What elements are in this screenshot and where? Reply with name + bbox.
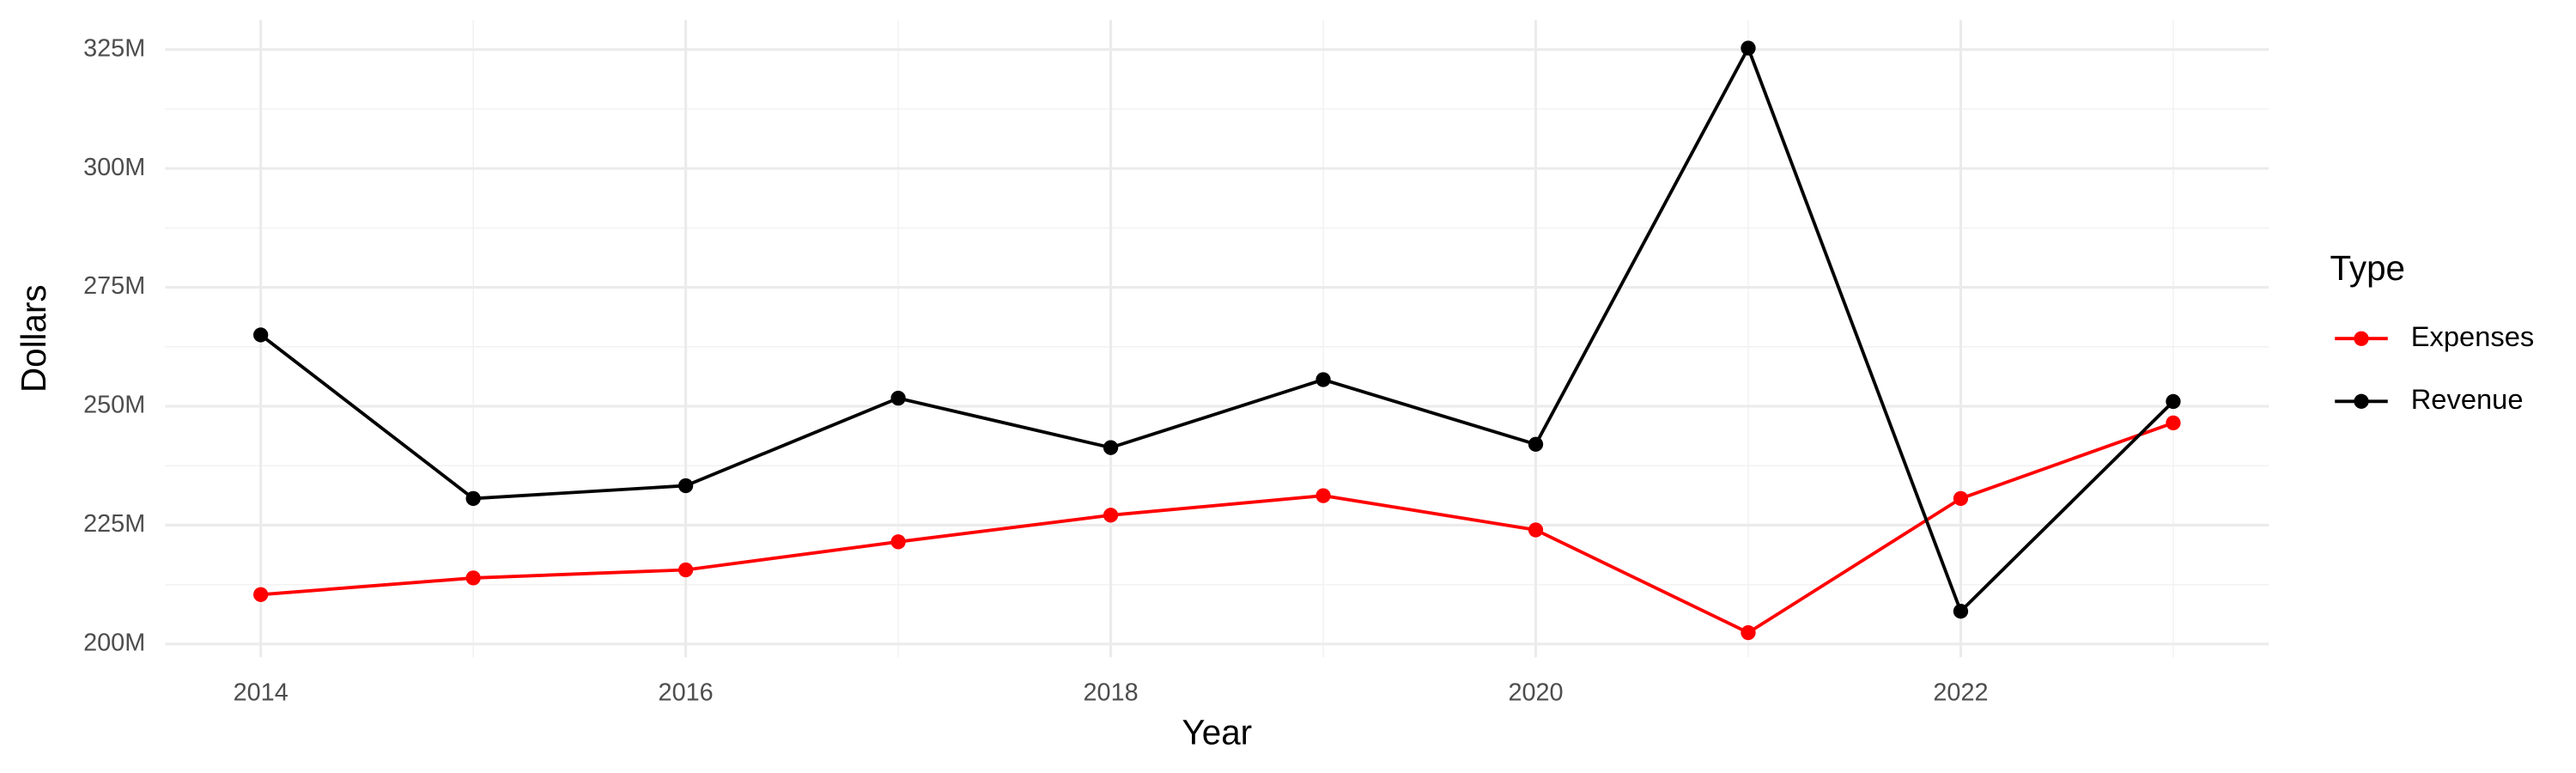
line — [260, 421, 2174, 635]
point — [1953, 604, 1969, 619]
legend-key-point — [2354, 393, 2369, 409]
x-tick-label: 2020 — [1508, 679, 1563, 706]
x-tick-label: 2018 — [1084, 679, 1139, 706]
point — [2166, 393, 2181, 410]
point — [1315, 372, 1331, 387]
point — [1953, 490, 1969, 507]
x-axis-title: Year — [1182, 712, 1253, 752]
point — [890, 390, 906, 406]
legend-label: Expenses — [2411, 320, 2535, 352]
y-tick-label: 225M — [83, 510, 145, 538]
point — [890, 534, 906, 550]
point — [1741, 624, 1756, 641]
y-tick-label: 200M — [83, 630, 145, 657]
legend-label: Revenue — [2411, 383, 2524, 415]
x-tick-label: 2016 — [659, 679, 714, 706]
x-tick-label: 2014 — [234, 679, 289, 706]
x-tick-label: 2022 — [1933, 679, 1988, 706]
legend-key-point — [2354, 331, 2369, 346]
point — [465, 490, 481, 507]
y-tick-label: 325M — [83, 34, 145, 62]
point — [2166, 415, 2181, 431]
point — [1315, 488, 1331, 503]
point — [253, 587, 269, 602]
point — [677, 562, 694, 578]
y-axis-title: Dollars — [14, 284, 53, 393]
point — [1528, 522, 1544, 538]
point — [1103, 440, 1119, 455]
point — [677, 478, 694, 494]
point — [1103, 508, 1119, 523]
legend-title: Type — [2330, 248, 2405, 288]
point — [1741, 40, 1756, 56]
point — [1528, 436, 1544, 452]
y-tick-label: 275M — [83, 272, 145, 300]
line — [259, 44, 2175, 615]
y-tick-label: 300M — [83, 154, 145, 181]
point — [253, 327, 269, 343]
y-tick-label: 250M — [83, 392, 145, 419]
point — [465, 570, 481, 586]
